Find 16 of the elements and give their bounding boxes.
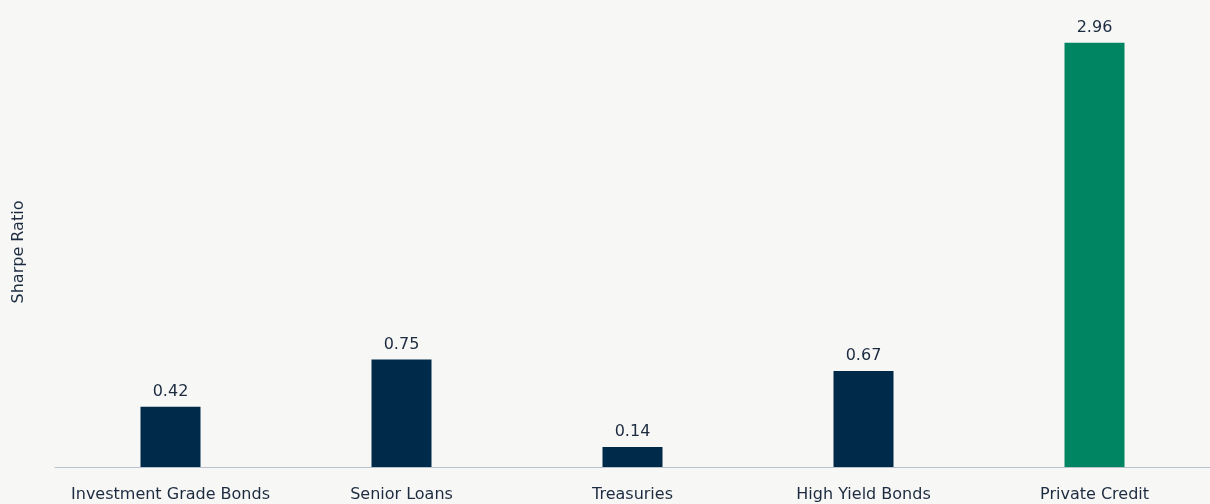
data-label: 0.75	[383, 334, 420, 353]
bar	[833, 370, 894, 467]
x-tick-label: Investment Grade Bonds	[71, 483, 270, 503]
bar	[371, 359, 432, 467]
data-label: 0.67	[845, 345, 882, 365]
bar	[602, 446, 663, 467]
y-axis-title: Sharpe Ratio	[7, 200, 27, 304]
x-tick-label: High Yield Bonds	[796, 483, 931, 503]
bar	[140, 406, 201, 467]
data-label: 2.96	[1076, 17, 1113, 37]
x-tick-label: Treasuries	[591, 483, 673, 503]
x-tick-label: Senior Loans	[350, 483, 453, 503]
bar	[1064, 42, 1125, 467]
x-tick-label: Private Credit	[1040, 483, 1149, 503]
data-label: 0.14	[614, 421, 651, 441]
data-label: 0.42	[152, 381, 189, 401]
